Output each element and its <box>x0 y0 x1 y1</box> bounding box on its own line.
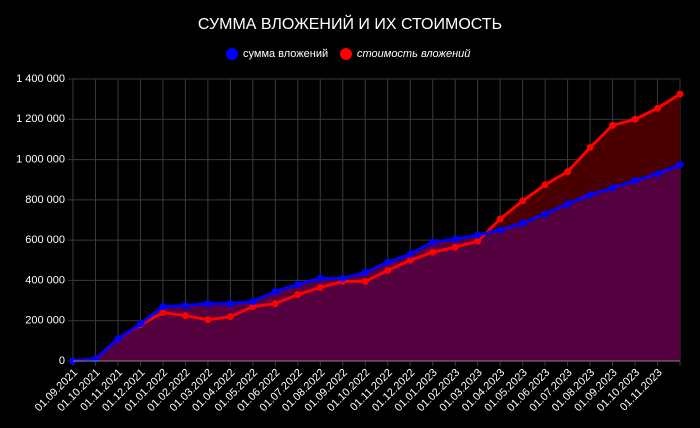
legend: сумма вложений стоимость вложений <box>226 48 470 60</box>
point <box>406 256 414 264</box>
y-tick-label: 0 <box>59 355 65 367</box>
point <box>541 181 549 189</box>
point <box>226 300 234 308</box>
point <box>451 243 459 251</box>
point <box>654 170 662 178</box>
point <box>609 121 617 129</box>
point <box>676 90 684 98</box>
point <box>226 313 234 321</box>
point <box>586 143 594 151</box>
point <box>204 316 212 324</box>
point <box>474 231 482 239</box>
point <box>631 177 639 185</box>
point <box>429 248 437 256</box>
point <box>519 197 527 205</box>
legend-marker <box>340 48 352 60</box>
point <box>406 250 414 258</box>
y-tick-label: 1 000 000 <box>16 153 65 165</box>
point <box>384 266 392 274</box>
point <box>631 115 639 123</box>
point <box>361 268 369 276</box>
point <box>271 288 279 296</box>
legend-marker <box>226 48 238 60</box>
point <box>519 219 527 227</box>
point <box>586 191 594 199</box>
point <box>361 277 369 285</box>
point <box>384 258 392 266</box>
area <box>73 164 680 361</box>
point <box>564 200 572 208</box>
legend-label: стоимость вложений <box>357 48 470 60</box>
point <box>339 274 347 282</box>
point <box>564 168 572 176</box>
point <box>541 210 549 218</box>
point <box>496 226 504 234</box>
point <box>316 283 324 291</box>
point <box>496 215 504 223</box>
y-tick-label: 600 000 <box>25 234 65 246</box>
y-tick-label: 1 200 000 <box>16 113 65 125</box>
y-tick-label: 1 400 000 <box>16 73 65 85</box>
line <box>72 163 681 363</box>
point <box>114 335 122 343</box>
point <box>294 280 302 288</box>
y-tick-label: 400 000 <box>25 274 65 286</box>
point <box>249 303 257 311</box>
point <box>294 291 302 299</box>
point <box>676 161 684 169</box>
point <box>159 309 167 317</box>
point <box>249 298 257 306</box>
line <box>72 92 681 363</box>
point <box>654 104 662 112</box>
point <box>316 274 324 282</box>
point <box>429 238 437 246</box>
legend-label: сумма вложений <box>243 48 328 60</box>
point <box>136 320 144 328</box>
y-tick-label: 200 000 <box>25 315 65 327</box>
chart-title: СУММА ВЛОЖЕНИЙ И ИХ СТОИМОСТЬ <box>198 14 502 33</box>
point <box>271 300 279 308</box>
point <box>474 237 482 245</box>
point <box>181 312 189 320</box>
point <box>204 300 212 308</box>
point <box>451 235 459 243</box>
y-tick-label: 800 000 <box>25 194 65 206</box>
point <box>609 184 617 192</box>
point <box>181 302 189 310</box>
point <box>159 303 167 311</box>
